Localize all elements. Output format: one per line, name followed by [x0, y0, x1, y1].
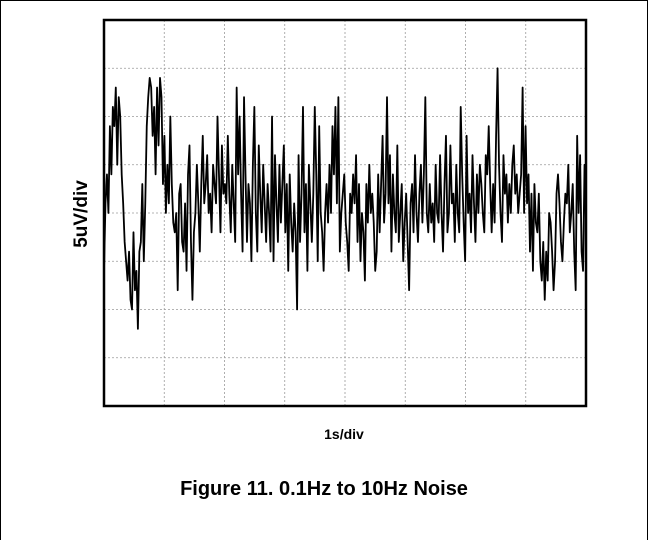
figure-caption: Figure 11. 0.1Hz to 10Hz Noise — [180, 478, 468, 500]
y-axis-label: 5uV/div — [71, 180, 92, 248]
plot-border — [102, 18, 588, 408]
noise-trace — [103, 67, 587, 330]
grid-lines — [104, 20, 586, 406]
x-axis-label: 1s/div — [324, 426, 364, 442]
